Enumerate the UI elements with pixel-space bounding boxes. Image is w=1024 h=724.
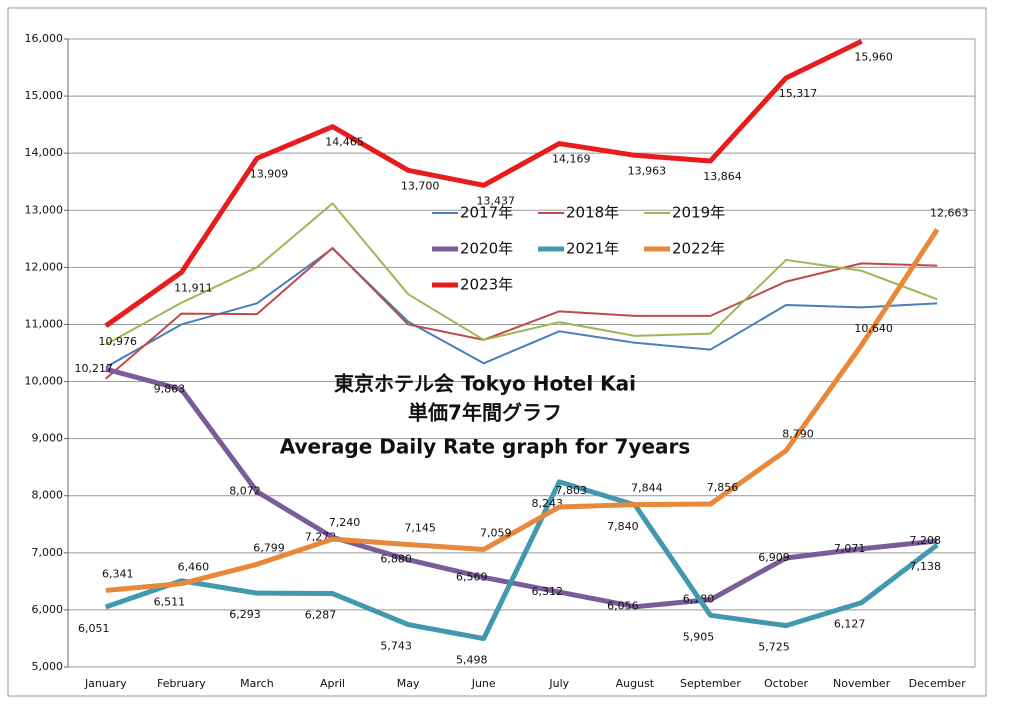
data-label: 6,127 <box>834 618 866 631</box>
data-label: 12,663 <box>930 207 969 220</box>
data-label: 7,145 <box>404 522 436 535</box>
data-label: 13,437 <box>476 194 515 207</box>
x-tick-label: April <box>320 677 345 690</box>
data-label: 9,863 <box>154 382 186 395</box>
series-line <box>105 246 938 380</box>
y-tick-label: 6,000 <box>32 603 64 616</box>
data-label: 7,844 <box>631 482 663 495</box>
data-label: 7,138 <box>909 560 941 573</box>
y-tick-label: 15,000 <box>25 89 64 102</box>
data-label: 6,799 <box>253 541 285 554</box>
data-label: 6,569 <box>456 570 488 583</box>
x-tick-label: October <box>764 677 808 690</box>
series-line <box>105 247 938 369</box>
data-label: 7,840 <box>607 520 639 533</box>
data-label: 6,051 <box>78 622 110 635</box>
data-label: 14,169 <box>552 153 591 166</box>
data-label: 13,963 <box>628 164 667 177</box>
data-label: 7,059 <box>480 526 512 539</box>
x-tick-label: November <box>833 677 891 690</box>
data-label: 11,911 <box>174 281 213 294</box>
data-label: 8,072 <box>229 485 261 498</box>
x-tick-label: September <box>680 677 741 690</box>
x-tick-label: December <box>909 677 967 690</box>
y-tick-label: 5,000 <box>32 660 64 673</box>
data-label: 7,856 <box>707 481 739 494</box>
data-label: 10,640 <box>854 322 893 335</box>
data-label: 6,293 <box>229 608 261 621</box>
data-label: 7,208 <box>909 534 941 547</box>
y-tick-label: 10,000 <box>25 375 64 388</box>
data-label: 10,976 <box>99 335 138 348</box>
legend-label: 2017年 <box>460 204 513 222</box>
y-tick-label: 11,000 <box>25 317 64 330</box>
data-label: 13,864 <box>703 170 742 183</box>
data-label: 13,700 <box>401 179 440 192</box>
data-label: 6,511 <box>154 596 186 609</box>
series-line <box>105 366 938 610</box>
chart-frame <box>7 7 987 697</box>
legend-label: 2021年 <box>566 240 619 258</box>
chart-title: Average Daily Rate graph for 7years <box>280 435 691 459</box>
series-line <box>104 39 863 328</box>
series-line <box>105 228 940 593</box>
x-tick-label: February <box>157 677 206 690</box>
data-label: 5,725 <box>758 641 790 654</box>
x-tick-label: January <box>84 677 127 690</box>
y-tick-label: 7,000 <box>32 546 64 559</box>
x-tick-label: June <box>471 677 496 690</box>
data-label: 6,341 <box>102 567 134 580</box>
series-line <box>104 479 939 642</box>
data-label: 13,909 <box>250 167 289 180</box>
data-label: 5,905 <box>683 630 715 643</box>
y-tick-label: 8,000 <box>32 489 64 502</box>
y-tick-label: 9,000 <box>32 432 64 445</box>
x-tick-label: May <box>397 677 420 690</box>
chart-title: 単価7年間グラフ <box>408 401 562 425</box>
data-label: 15,960 <box>854 50 893 63</box>
data-label: 6,880 <box>380 553 412 566</box>
data-label: 7,240 <box>329 516 361 529</box>
data-label: 6,056 <box>607 600 639 613</box>
data-label: 5,743 <box>380 640 412 653</box>
legend-label: 2020年 <box>460 240 513 258</box>
y-tick-label: 12,000 <box>25 260 64 273</box>
x-tick-label: March <box>240 677 274 690</box>
y-tick-label: 14,000 <box>25 146 64 159</box>
data-label: 8,790 <box>782 428 814 441</box>
legend-label: 2018年 <box>566 204 619 222</box>
chart-title: 東京ホテル会 Tokyo Hotel Kai <box>334 372 636 396</box>
data-label: 5,498 <box>456 654 488 667</box>
y-tick-label: 13,000 <box>25 203 64 216</box>
legend-label: 2022年 <box>672 240 725 258</box>
data-label: 7,071 <box>834 542 866 555</box>
data-label: 6,287 <box>305 609 337 622</box>
legend-label: 2023年 <box>460 276 513 294</box>
data-label: 15,317 <box>779 87 818 100</box>
legend-label: 2019年 <box>672 204 725 222</box>
data-label: 10,217 <box>75 362 114 375</box>
data-label: 14,465 <box>325 136 364 149</box>
x-tick-label: August <box>616 677 655 690</box>
y-tick-label: 16,000 <box>25 32 64 45</box>
data-label: 6,909 <box>758 551 790 564</box>
data-label: 6,460 <box>178 561 210 574</box>
series-line <box>105 202 938 346</box>
data-label: 6,312 <box>532 585 564 598</box>
x-tick-label: July <box>548 677 569 690</box>
data-label: 7,803 <box>556 484 588 497</box>
